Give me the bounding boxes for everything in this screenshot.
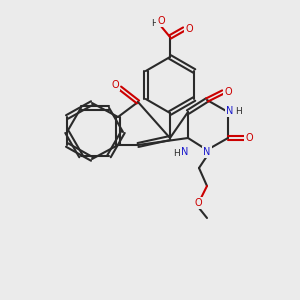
Text: H: H [151,19,158,28]
Text: O: O [194,198,202,208]
Text: O: O [224,87,232,97]
Text: N: N [226,106,234,116]
Text: O: O [111,80,119,90]
Text: O: O [157,16,165,26]
Text: H: H [235,107,242,116]
Text: O: O [245,133,253,143]
Text: N: N [181,147,189,157]
Text: O: O [185,24,193,34]
Text: N: N [203,147,211,157]
Text: H: H [172,149,179,158]
